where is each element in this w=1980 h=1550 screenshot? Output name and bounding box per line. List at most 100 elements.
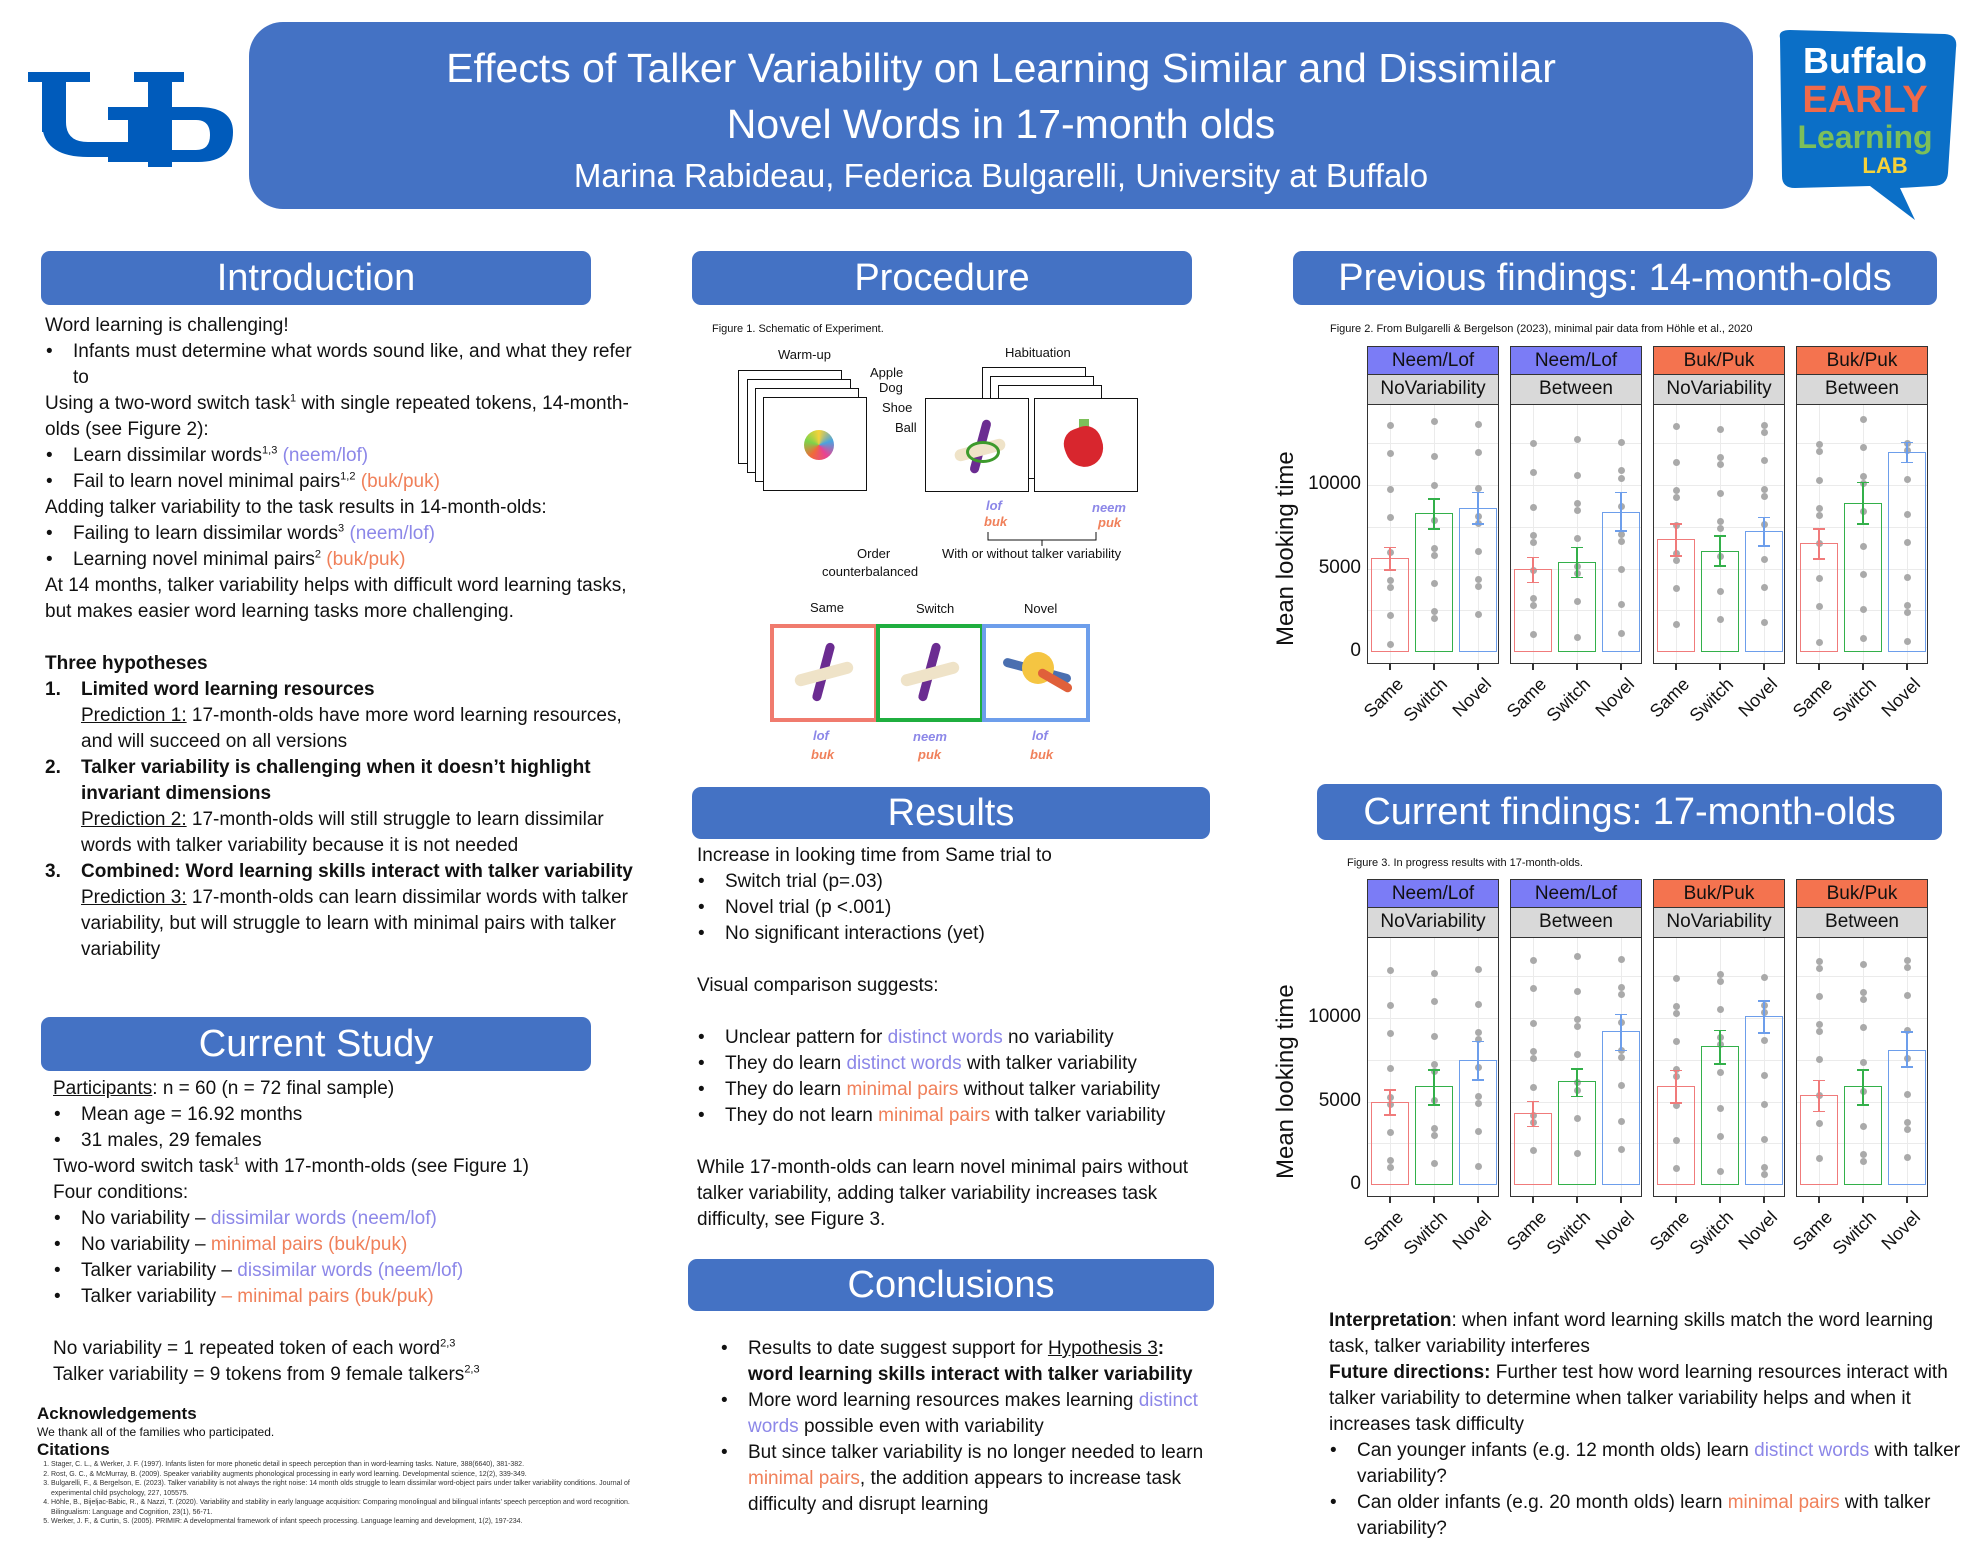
data-point (1475, 965, 1482, 973)
current-study-body: Participants: n = 60 (n = 72 final sampl… (53, 1076, 633, 1388)
data-point (1387, 584, 1394, 592)
participants-line: Participants: n = 60 (n = 72 final sampl… (53, 1078, 395, 1099)
hab-word-dissimilar: lof (986, 498, 1002, 513)
section-header-current-study: Current Study (41, 1017, 591, 1071)
x-tick-label: Switch (1399, 674, 1452, 726)
citation-item: Stager, C. L., & Werker, J. F. (1997). I… (51, 1460, 637, 1470)
error-bar (1675, 1069, 1677, 1103)
order-note: Order (857, 546, 891, 561)
poster-authors: Marina Rabideau, Federica Bulgarelli, Un… (573, 157, 1429, 194)
data-point (1860, 1158, 1867, 1165)
data-point (1530, 1020, 1537, 1028)
x-tick-label: Same (1502, 1207, 1551, 1255)
data-point (1574, 1023, 1581, 1031)
data-point (1618, 467, 1625, 475)
facet-strip-variability: NoVariability (1367, 375, 1499, 405)
data-point (1574, 987, 1581, 995)
y-tick-label: 5000 (1318, 556, 1361, 578)
condition-item: Talker variability – dissimilar words (n… (54, 1258, 633, 1284)
error-bar (1620, 1013, 1622, 1050)
data-point (1618, 439, 1625, 447)
results-bullet: Switch trial (p=.03) (698, 869, 1217, 895)
conclusions-body: Results to date suggest support for Hypo… (720, 1336, 1210, 1518)
test-label-novel: Novel (1024, 601, 1058, 616)
error-bar (1862, 1068, 1864, 1104)
data-point (1475, 576, 1482, 584)
data-point (1816, 992, 1823, 1000)
data-point (1673, 1010, 1680, 1018)
data-point (1717, 1104, 1724, 1112)
error-bar (1477, 491, 1479, 524)
data-point (1574, 1114, 1581, 1122)
error-bar (1576, 1068, 1578, 1096)
intro-bullet: Learn dissimilar words1,3 (neem/lof) (46, 443, 645, 469)
facet-panel: Buk/Puk NoVariability (1653, 346, 1785, 664)
data-point (1673, 1136, 1680, 1144)
data-point (1860, 606, 1867, 614)
ub-logo (28, 62, 233, 170)
error-bar (1620, 491, 1622, 531)
habituation-object-1 (925, 398, 1029, 492)
warmup-label: Warm-up (778, 347, 831, 362)
data-point (1530, 1048, 1537, 1056)
test-label-switch: Switch (916, 601, 955, 616)
facet-strip-word-type: Neem/Lof (1367, 879, 1499, 908)
data-point (1904, 609, 1911, 617)
facet-strip-word-type: Neem/Lof (1510, 346, 1642, 375)
data-point (1673, 493, 1680, 501)
results-body: Increase in looking time from Same trial… (697, 843, 1217, 1233)
data-point (1860, 634, 1867, 642)
facet-strip-word-type: Buk/Puk (1653, 879, 1785, 908)
data-point (1673, 557, 1680, 565)
intro-bullet: Failing to learn dissimilar words3 (neem… (46, 521, 645, 547)
condition-item: No variability – minimal pairs (buk/puk) (54, 1232, 633, 1258)
data-point (1618, 629, 1625, 637)
test-label-same: Same (810, 600, 844, 615)
data-point (1618, 601, 1625, 609)
error-bar (1675, 523, 1677, 556)
data-point (1904, 1090, 1911, 1098)
data-point (1904, 956, 1911, 964)
data-point (1431, 608, 1438, 616)
data-point (1431, 481, 1438, 489)
facet-panel: Buk/Puk NoVariability (1653, 879, 1785, 1197)
data-point (1717, 977, 1724, 985)
x-tick-label: Novel (1448, 1207, 1496, 1254)
warmup-word: Shoe (882, 400, 913, 415)
data-point (1816, 1028, 1823, 1036)
figure-3-chart: Mean looking time 0 5000 10000 Neem/Lof NoVar… (1270, 879, 1950, 1279)
data-point (1574, 534, 1581, 542)
figure-1-schematic: Figure 1. Schematic of Experiment. Warm-… (680, 310, 1220, 780)
data-point (1475, 1029, 1482, 1037)
data-point (1574, 952, 1581, 960)
data-point (1860, 960, 1867, 968)
plot-area (1653, 938, 1785, 1197)
warmup-word: Apple (870, 365, 904, 380)
data-point (1761, 1135, 1768, 1143)
data-point (1904, 1153, 1911, 1161)
data-point (1816, 1056, 1823, 1064)
test-word-dissimilar: lof (1032, 728, 1048, 743)
bar-novel (1745, 1016, 1783, 1185)
plot-area (1510, 938, 1642, 1197)
data-point (1761, 1171, 1768, 1179)
test-word-minimal: buk (811, 747, 835, 762)
x-tick-label: Novel (1877, 674, 1925, 721)
x-tick-label: Switch (1399, 1207, 1452, 1259)
facet-strip-word-type: Neem/Lof (1367, 346, 1499, 375)
x-tick-label: Same (1359, 674, 1408, 722)
data-point (1717, 461, 1724, 469)
section-header-current-findings: Current findings: 17-month-olds (1317, 784, 1942, 840)
x-tick-label: Novel (1877, 1207, 1925, 1254)
results-bullet: They do learn minimal pairs without talk… (698, 1077, 1217, 1103)
error-bar (1763, 1000, 1765, 1033)
data-point (1618, 537, 1625, 545)
data-point (1618, 474, 1625, 482)
introduction-body: Word learning is challenging! Infants mu… (45, 313, 645, 963)
data-point (1673, 423, 1680, 431)
error-bar (1576, 546, 1578, 577)
x-tick-label: Switch (1828, 1207, 1881, 1259)
acknowledgements-title: Acknowledgements (37, 1404, 197, 1423)
figure-1-caption: Figure 1. Schematic of Experiment. (712, 323, 884, 335)
conclusion-bullet: Results to date suggest support for Hypo… (721, 1336, 1210, 1388)
